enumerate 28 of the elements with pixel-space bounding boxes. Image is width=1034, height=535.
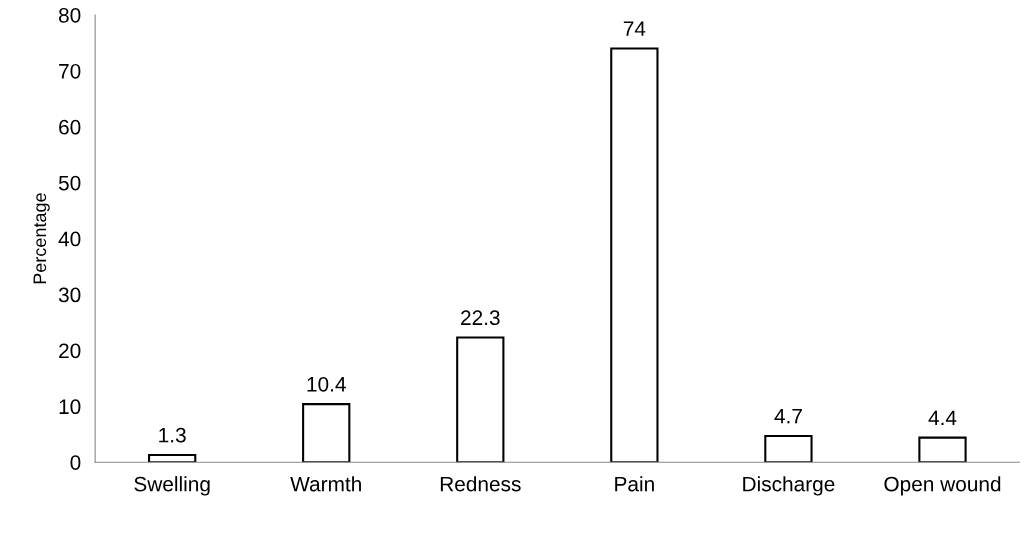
x-tick-label: Discharge xyxy=(743,476,835,496)
x-tick-label: Swelling xyxy=(134,476,210,496)
y-tick-label: 0 xyxy=(70,455,81,470)
x-tick-label: Warmth xyxy=(290,476,361,492)
y-tick-label: 70 xyxy=(59,63,81,79)
data-label: 22.3 xyxy=(461,310,500,326)
bar xyxy=(918,436,967,463)
y-tick-label: 40 xyxy=(58,231,81,247)
x-tick-label: Redness xyxy=(440,476,521,492)
y-tick-label: 80 xyxy=(58,7,81,23)
x-tick-label: Pain xyxy=(615,476,654,492)
y-axis-title: Percentage xyxy=(33,193,50,284)
bar xyxy=(764,434,813,463)
data-label: 10.4 xyxy=(307,376,346,392)
data-label: 4.7 xyxy=(774,408,802,424)
data-label: 4.4 xyxy=(928,410,957,425)
bar xyxy=(302,403,351,463)
y-tick-label: 20 xyxy=(59,343,81,359)
y-tick-label: 10 xyxy=(59,399,81,415)
x-tick-label: Open wound xyxy=(884,476,1001,496)
bar xyxy=(610,47,659,463)
bar xyxy=(456,336,505,463)
y-tick-label: 60 xyxy=(59,119,81,135)
y-tick-label: 30 xyxy=(58,287,81,303)
y-tick-label: 50 xyxy=(58,175,81,191)
data-label: 1.3 xyxy=(159,427,186,443)
bar xyxy=(148,453,197,463)
data-label: 74 xyxy=(623,21,646,36)
